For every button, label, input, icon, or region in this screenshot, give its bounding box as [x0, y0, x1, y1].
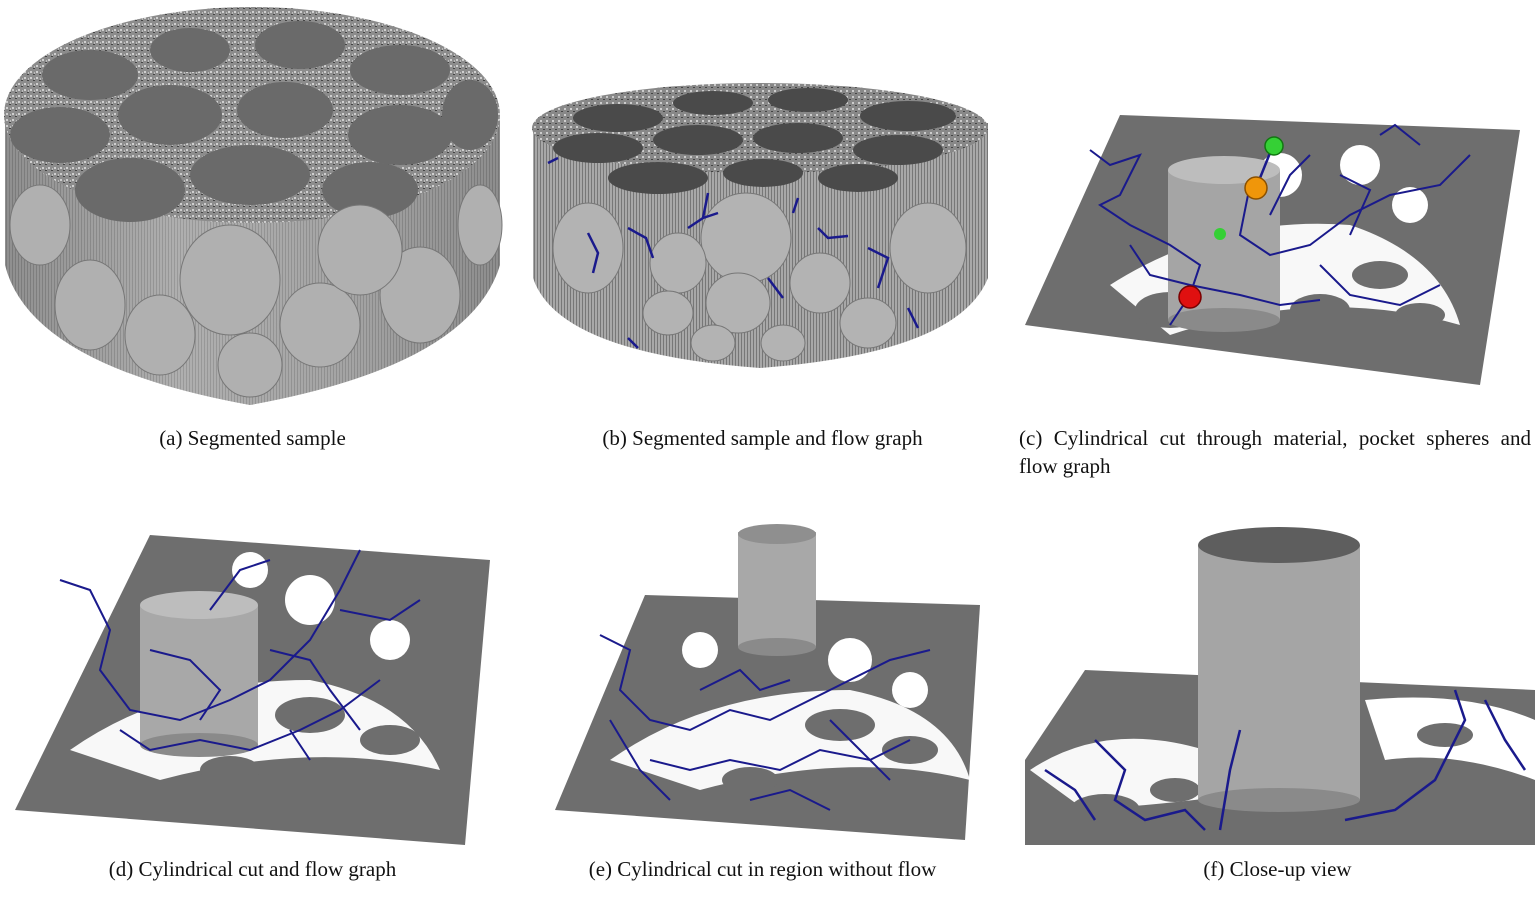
flow-graph-lines [547, 156, 920, 349]
segmented-sample-flow-render [532, 83, 988, 368]
panel-f-image [1025, 520, 1535, 845]
panel-a-image [0, 5, 505, 410]
cylindrical-cut-spheres-render [1025, 115, 1520, 385]
orange-pocket-sphere [1244, 176, 1268, 200]
clipped-text-line [0, 906, 1536, 917]
green-pocket-sphere-small [1214, 228, 1226, 240]
caption-a: (a) Segmented sample [159, 426, 346, 450]
panel-d-image [10, 530, 495, 850]
caption-f: (f) Close-up view [1203, 857, 1352, 881]
flow-graph-lines [59, 549, 421, 761]
close-up-render [1025, 527, 1535, 845]
red-pocket-sphere [1178, 285, 1202, 309]
caption-e: (e) Cylindrical cut in region without fl… [588, 857, 937, 881]
caption-d: (d) Cylindrical cut and flow graph [108, 857, 397, 881]
segmented-sample-render [4, 7, 503, 405]
caption-c: (c) Cylindrical cut through material, po… [1019, 426, 1531, 478]
flow-graph-lines [1089, 123, 1471, 326]
green-pocket-sphere [1264, 136, 1284, 156]
panel-c-image [1020, 95, 1530, 390]
panel-b-image [528, 78, 993, 373]
cylindrical-cut-flow-render [15, 535, 490, 845]
caption-b: (b) Segmented sample and flow graph [602, 426, 923, 450]
cylindrical-cut-no-flow-render [555, 524, 980, 840]
flow-graph-lines [1044, 689, 1527, 831]
panel-e-image [550, 520, 1005, 850]
flow-graph-lines [599, 634, 931, 811]
